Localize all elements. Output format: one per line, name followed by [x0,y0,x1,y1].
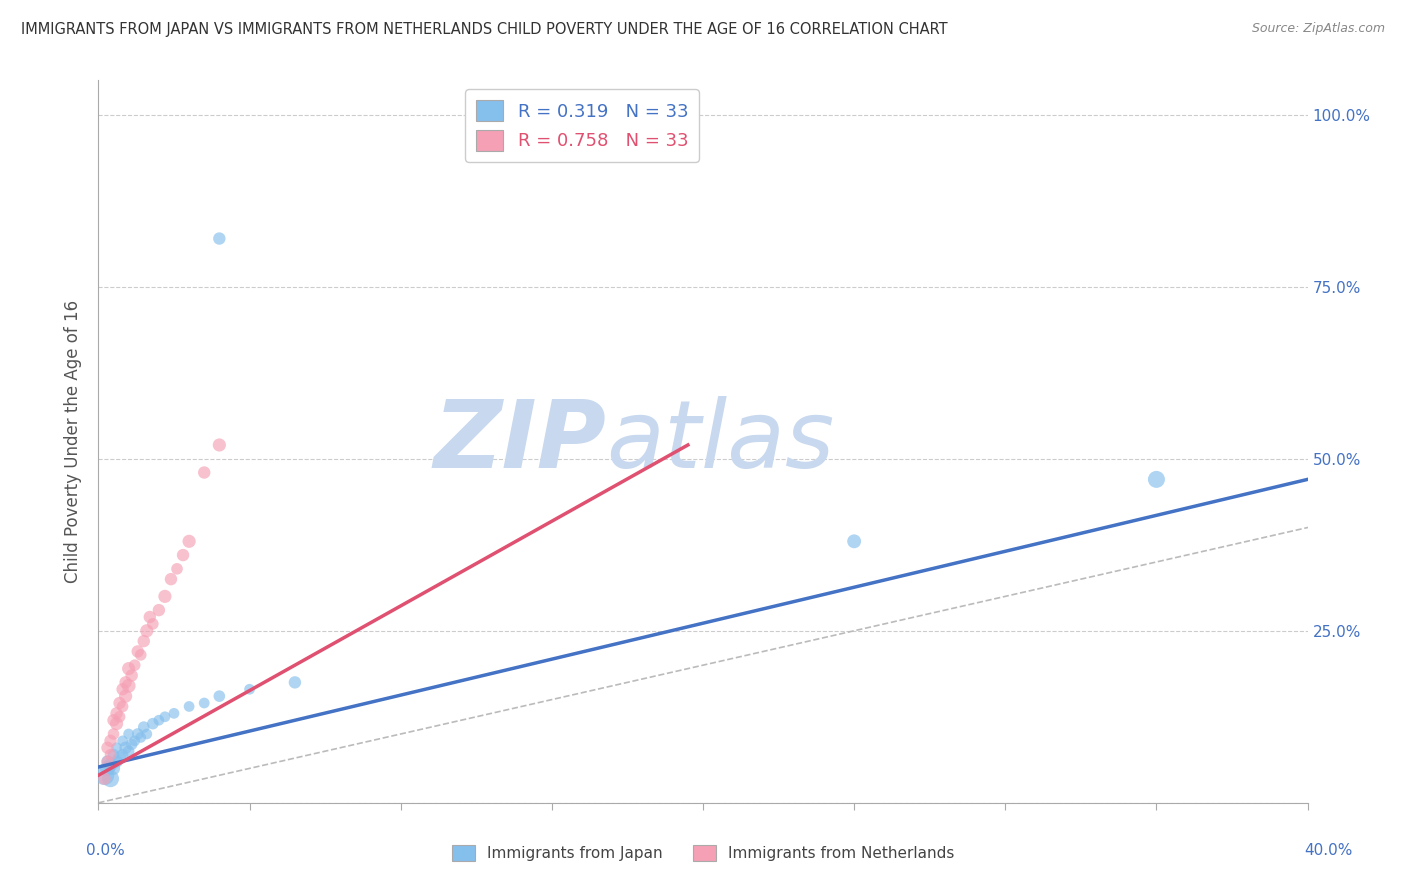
Point [132,720,155,734]
Point [135,624,157,638]
Point [105,706,128,721]
Point [108,751,131,765]
Point [103,747,125,762]
Point [153,590,176,604]
Point [108,710,131,724]
Point [93,768,115,782]
Point [132,634,155,648]
Point [179,699,201,714]
Point [148,603,170,617]
Point [100,734,122,748]
Point [96,755,118,769]
Point [179,534,201,549]
Point [129,731,152,745]
Point [114,689,136,703]
Point [100,758,122,772]
Text: Source: ZipAtlas.com: Source: ZipAtlas.com [1251,22,1385,36]
Point [129,648,152,662]
Point [160,572,183,586]
Point [124,734,146,748]
Text: ZIP: ZIP [433,395,606,488]
Point [163,706,186,721]
Point [118,727,141,741]
Point [100,747,122,762]
Point [96,761,118,775]
Point [105,716,128,731]
Text: 0.0%: 0.0% [86,843,125,857]
Point [153,710,176,724]
Point [124,658,146,673]
Point [172,548,194,562]
Point [239,682,262,697]
Point [111,682,134,697]
Point [114,675,136,690]
Point [93,772,115,786]
Point [103,713,125,727]
Point [118,744,141,758]
Point [105,755,128,769]
Point [111,699,134,714]
Text: IMMIGRANTS FROM JAPAN VS IMMIGRANTS FROM NETHERLANDS CHILD POVERTY UNDER THE AGE: IMMIGRANTS FROM JAPAN VS IMMIGRANTS FROM… [21,22,948,37]
Point [121,668,143,682]
Point [193,466,215,480]
Point [103,761,125,775]
Text: atlas: atlas [606,396,835,487]
Point [118,662,141,676]
Point [96,755,118,769]
Point [108,696,131,710]
Point [114,740,136,755]
Point [135,727,157,741]
Point [208,438,231,452]
Point [105,740,128,755]
Point [127,727,149,741]
Point [118,679,141,693]
Point [142,716,165,731]
Y-axis label: Child Poverty Under the Age of 16: Child Poverty Under the Age of 16 [65,300,83,583]
Point [139,610,162,624]
Point [166,562,188,576]
Point [111,747,134,762]
Point [208,689,231,703]
Point [193,696,215,710]
Point [208,231,231,245]
Point [142,616,165,631]
Legend: Immigrants from Japan, Immigrants from Netherlands: Immigrants from Japan, Immigrants from N… [446,839,960,867]
Point [148,713,170,727]
Point [121,737,143,751]
Point [844,534,866,549]
Point [103,727,125,741]
Text: 40.0%: 40.0% [1305,843,1353,857]
Point [111,734,134,748]
Point [1144,472,1167,486]
Point [127,644,149,658]
Point [100,772,122,786]
Point [96,740,118,755]
Point [284,675,307,690]
